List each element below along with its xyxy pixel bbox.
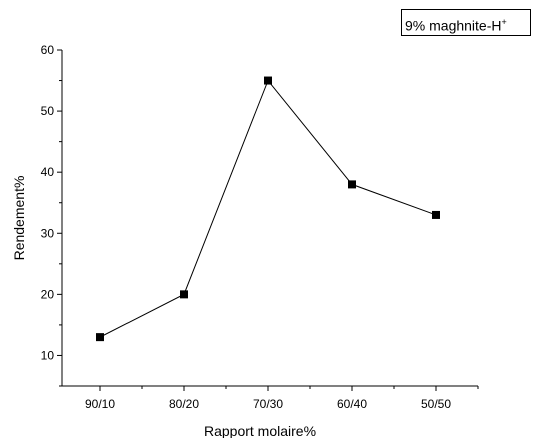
- y-tick-label: 40: [41, 165, 55, 179]
- legend: 9% maghnite-H+: [401, 9, 531, 36]
- x-tick-label: 70/30: [253, 397, 283, 411]
- y-tick-label: 20: [41, 287, 55, 301]
- data-point: [432, 210, 440, 219]
- y-tick-label: 60: [41, 43, 55, 57]
- y-axis-title: Rendement%: [11, 176, 27, 261]
- data-point: [348, 180, 356, 189]
- x-tick-label: 60/40: [337, 397, 367, 411]
- x-tick-label: 50/50: [421, 397, 451, 411]
- data-point: [180, 290, 188, 299]
- x-tick-label: 90/10: [85, 397, 115, 411]
- legend-text: 9% maghnite-H: [405, 17, 502, 34]
- x-axis-title: Rapport molaire%: [204, 423, 316, 438]
- series: [96, 76, 440, 342]
- y-tick-label: 30: [41, 226, 55, 240]
- ticks: 10 20 30 40 50 60 90/10 80/20 70/30 60/40 50/50: [41, 43, 479, 411]
- x-tick-label: 80/20: [169, 397, 199, 411]
- axes: [61, 50, 478, 387]
- y-tick-label: 50: [41, 104, 55, 118]
- series-line: [99, 79, 437, 338]
- legend-superscript: +: [501, 17, 507, 27]
- y-tick-label: 10: [41, 348, 55, 362]
- data-point: [96, 333, 104, 342]
- data-point: [264, 76, 272, 85]
